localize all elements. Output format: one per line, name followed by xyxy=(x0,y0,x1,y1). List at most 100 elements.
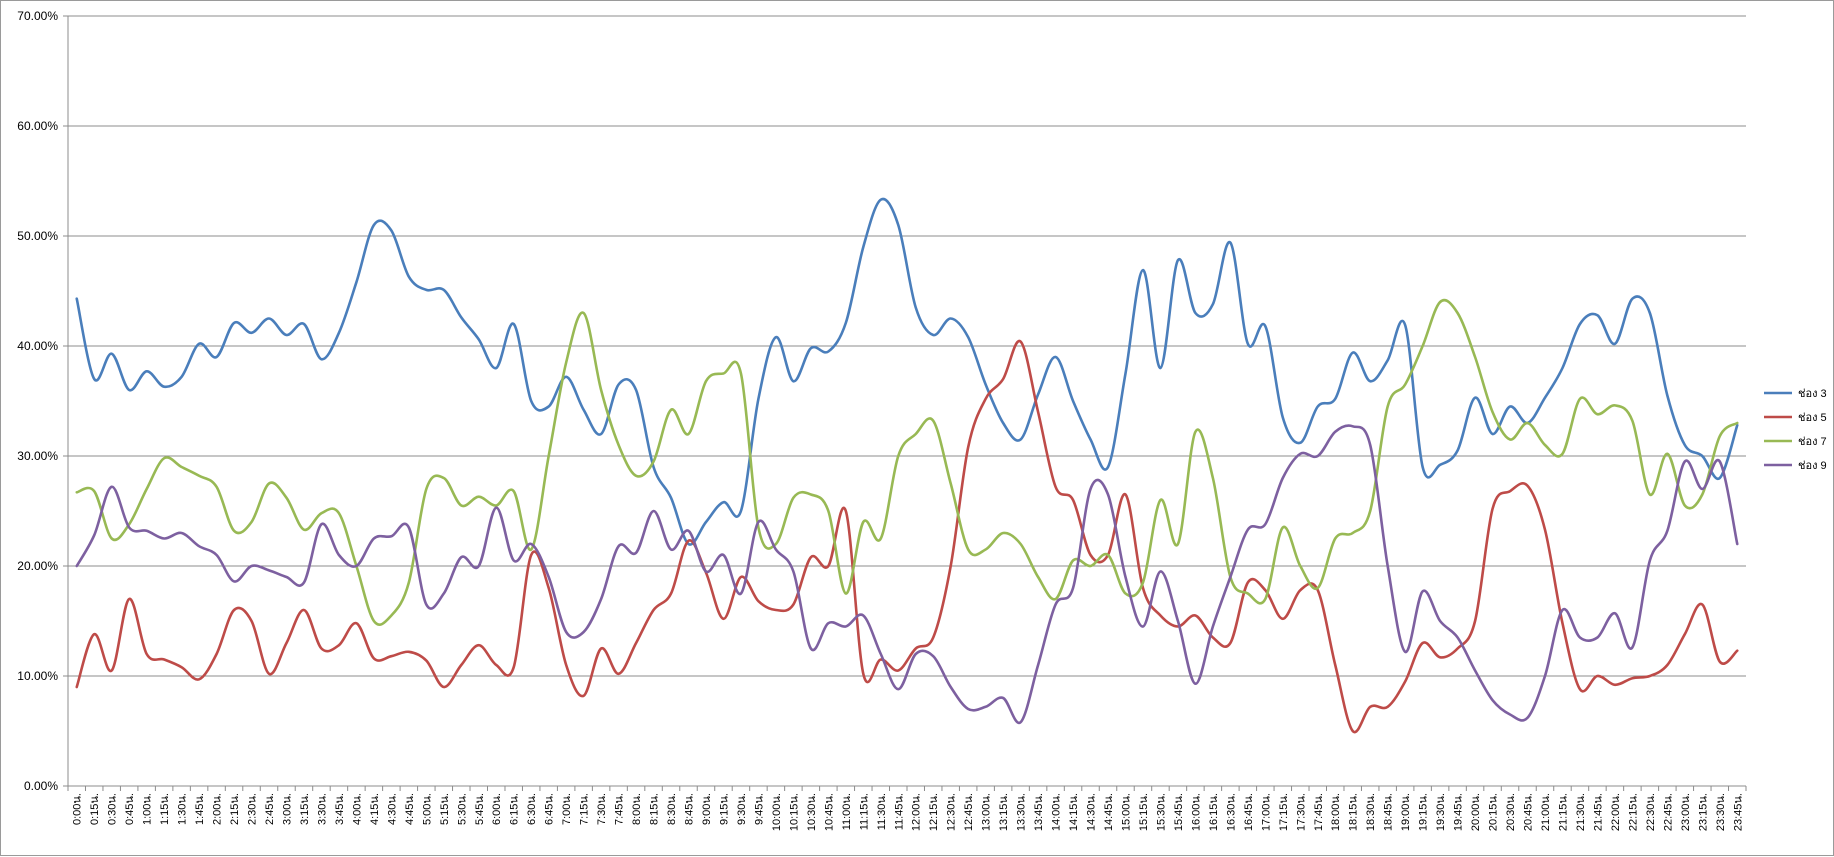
x-tick-label: 3:30น. xyxy=(316,793,328,825)
x-tick-label: 20:30น. xyxy=(1505,793,1517,831)
x-tick-label: 5:00น. xyxy=(421,793,433,825)
x-tick-label: 16:30น. xyxy=(1225,793,1237,831)
x-tick-label: 13:45น. xyxy=(1033,793,1045,831)
x-tick-label: 3:00น. xyxy=(281,793,293,825)
x-tick-label: 10:15น. xyxy=(788,793,800,831)
x-tick-label: 22:45น. xyxy=(1662,793,1674,831)
x-tick-label: 18:00น. xyxy=(1330,793,1342,831)
x-tick-label: 23:30น. xyxy=(1715,793,1727,831)
legend-label: ช่อง 9 xyxy=(1798,460,1827,472)
series-line xyxy=(75,298,1739,626)
x-tick-label: 17:30น. xyxy=(1295,793,1307,831)
x-tick-label: 22:00น. xyxy=(1610,793,1622,831)
y-tick-label: 20.00% xyxy=(17,559,58,573)
x-tick-label: 19:30น. xyxy=(1435,793,1447,831)
x-tick-label: 17:15น. xyxy=(1278,793,1290,831)
y-tick-label: 10.00% xyxy=(17,669,58,683)
x-tick-label: 1:15น. xyxy=(159,793,171,825)
series-line xyxy=(75,424,1739,725)
x-tick-label: 13:15น. xyxy=(998,793,1010,831)
x-tick-label: 9:15น. xyxy=(718,793,730,825)
x-tick-label: 5:15น. xyxy=(439,793,451,825)
x-tick-label: 6:45น. xyxy=(544,793,556,825)
x-tick-label: 12:45น. xyxy=(963,793,975,831)
x-tick-label: 4:30น. xyxy=(386,793,398,825)
x-tick-label: 3:45น. xyxy=(334,793,346,825)
x-tick-label: 2:15น. xyxy=(229,793,241,825)
y-tick-label: 40.00% xyxy=(17,339,58,353)
x-tick-label: 8:00น. xyxy=(631,793,643,825)
x-tick-label: 0:45น. xyxy=(124,793,136,825)
x-tick-label: 2:30น. xyxy=(247,793,259,825)
series-line xyxy=(75,339,1739,734)
x-tick-label: 14:30น. xyxy=(1086,793,1098,831)
series-lines xyxy=(75,197,1739,734)
x-tick-label: 18:15น. xyxy=(1348,793,1360,831)
x-tick-label: 15:00น. xyxy=(1120,793,1132,831)
x-tick-label: 17:00น. xyxy=(1260,793,1272,831)
x-tick-label: 13:30น. xyxy=(1016,793,1028,831)
x-tick-label: 6:30น. xyxy=(526,793,538,825)
x-tick-label: 16:15น. xyxy=(1208,793,1220,831)
x-tick-label: 10:00น. xyxy=(771,793,783,831)
y-tick-label: 50.00% xyxy=(17,229,58,243)
legend-label: ช่อง 5 xyxy=(1798,412,1827,424)
x-tick-label: 1:00น. xyxy=(142,793,154,825)
x-tick-label: 20:45น. xyxy=(1523,793,1535,831)
x-tick-label: 13:00น. xyxy=(981,793,993,831)
x-tick-label: 15:45น. xyxy=(1173,793,1185,831)
x-tick-label: 9:30น. xyxy=(736,793,748,825)
legend: ช่อง 3 ช่อง 5 ช่อง 7 ช่อง 9 xyxy=(1764,388,1827,472)
x-tick-label: 21:15น. xyxy=(1557,793,1569,831)
gridlines xyxy=(68,15,1746,787)
series-line xyxy=(75,197,1739,546)
x-tick-label: 20:15น. xyxy=(1488,793,1500,831)
x-tick-label: 18:30น. xyxy=(1365,793,1377,831)
x-tick-label: 6:15น. xyxy=(509,793,521,825)
y-tick-label: 60.00% xyxy=(17,119,58,133)
x-axis: 0:00น. 0:15น. 0:30น. 0:45น. 1:00น. 1:15น. 1:30… xyxy=(67,785,1747,831)
x-tick-label: 14:00น. xyxy=(1051,793,1063,831)
x-tick-label: 19:15น. xyxy=(1418,793,1430,831)
x-tick-label: 16:00น. xyxy=(1190,793,1202,831)
legend-label: ช่อง 7 xyxy=(1798,436,1827,448)
x-tick-label: 8:30น. xyxy=(666,793,678,825)
x-tick-label: 21:45น. xyxy=(1592,793,1604,831)
x-tick-label: 1:30น. xyxy=(177,793,189,825)
x-tick-label: 11:00น. xyxy=(841,793,853,830)
x-tick-label: 20:00น. xyxy=(1470,793,1482,831)
x-tick-label: 14:15น. xyxy=(1068,793,1080,831)
x-tick-label: 0:15น. xyxy=(89,793,101,825)
x-tick-label: 21:30น. xyxy=(1575,793,1587,831)
x-tick-label: 6:00น. xyxy=(491,793,503,825)
x-tick-label: 5:45น. xyxy=(474,793,486,825)
x-tick-label: 2:45น. xyxy=(264,793,276,825)
x-tick-label: 0:30น. xyxy=(107,793,119,825)
x-tick-label: 23:00น. xyxy=(1680,793,1692,831)
x-tick-label: 10:30น. xyxy=(806,793,818,831)
x-tick-label: 23:15น. xyxy=(1697,793,1709,831)
x-tick-label: 14:45น. xyxy=(1103,793,1115,831)
x-tick-label: 12:30น. xyxy=(946,793,958,831)
x-tick-label: 22:15น. xyxy=(1627,793,1639,831)
x-tick-label: 12:00น. xyxy=(911,793,923,831)
x-tick-label: 1:45น. xyxy=(194,793,206,825)
x-tick-label: 19:00น. xyxy=(1400,793,1412,831)
x-tick-label: 4:00น. xyxy=(351,793,363,825)
x-tick-label: 15:15น. xyxy=(1138,793,1150,831)
x-tick-label: 0:00น. xyxy=(72,793,84,825)
x-tick-label: 11:15น. xyxy=(858,793,870,830)
x-tick-label: 4:45น. xyxy=(404,793,416,825)
x-tick-label: 9:45น. xyxy=(753,793,765,825)
x-tick-label: 10:45น. xyxy=(823,793,835,831)
x-tick-label: 2:00น. xyxy=(212,793,224,825)
x-tick-label: 17:45น. xyxy=(1313,793,1325,831)
x-tick-label: 19:45น. xyxy=(1453,793,1465,831)
x-tick-label: 3:15น. xyxy=(299,793,311,825)
x-tick-label: 11:45น. xyxy=(893,793,905,830)
x-tick-label: 12:15น. xyxy=(928,793,940,831)
x-tick-label: 5:30น. xyxy=(456,793,468,825)
y-axis: 0.00% 10.00% 20.00% 30.00% 40.00% 50.00% 60.00… xyxy=(17,9,69,793)
